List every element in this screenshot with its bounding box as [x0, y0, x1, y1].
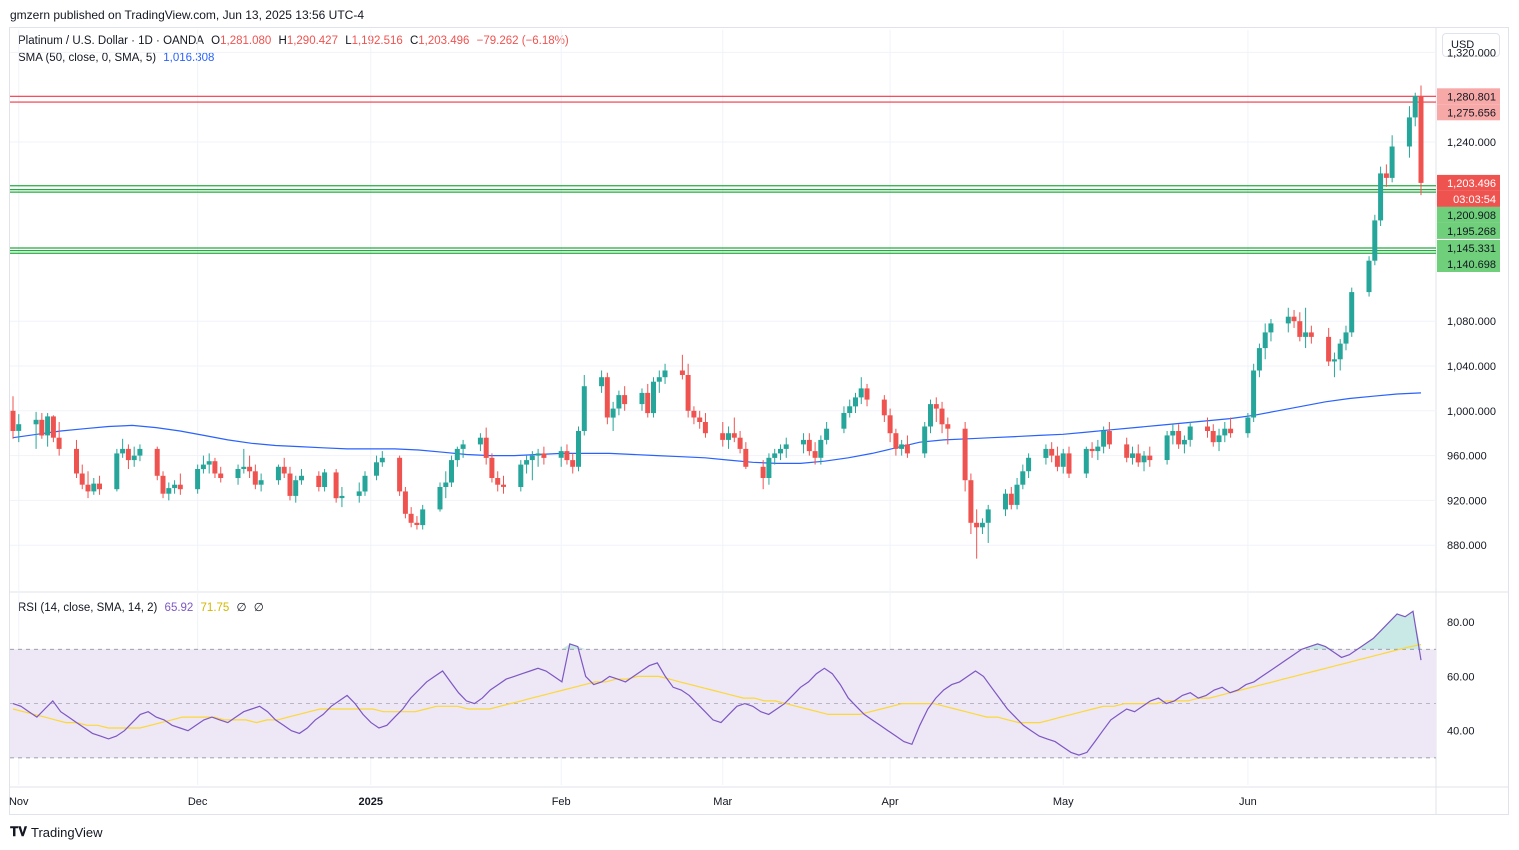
- rsi-legend[interactable]: RSI (14, close, SMA, 14, 2) 65.92 71.75 …: [18, 600, 268, 614]
- footer: 𝐓𝐕 TradingView: [10, 824, 103, 840]
- footer-brand[interactable]: TradingView: [31, 824, 103, 840]
- ohlc-close: C1,203.496: [409, 35, 470, 47]
- sma-label: SMA (50, close, 0, SMA, 5): [18, 52, 157, 64]
- rsi-value: 65.92: [164, 602, 194, 614]
- symbol-title[interactable]: Platinum / U.S. Dollar · 1D · OANDA: [18, 35, 204, 47]
- publish-header: gmzern published on TradingView.com, Jun…: [10, 8, 364, 22]
- ohlc-high: H1,290.427: [278, 35, 338, 47]
- chart-frame: [9, 27, 1509, 815]
- main-legend: Platinum / U.S. Dollar · 1D · OANDA O1,2…: [18, 35, 573, 47]
- tradingview-logo-icon[interactable]: 𝐓𝐕: [10, 824, 27, 839]
- rsi-extra-2: ∅: [253, 602, 264, 614]
- currency-selector[interactable]: USD: [1442, 33, 1500, 57]
- sma-legend[interactable]: SMA (50, close, 0, SMA, 5) 1,016.308: [18, 52, 218, 64]
- ohlc-low: L1,192.516: [345, 35, 403, 47]
- ohlc-open: O1,281.080: [211, 35, 272, 47]
- rsi-extra-1: ∅: [236, 602, 247, 614]
- ohlc-change: −79.262 (−6.18%): [476, 35, 569, 47]
- rsi-label: RSI (14, close, SMA, 14, 2): [18, 602, 158, 614]
- sma-value: 1,016.308: [163, 52, 215, 64]
- rsi-sma-value: 71.75: [200, 602, 230, 614]
